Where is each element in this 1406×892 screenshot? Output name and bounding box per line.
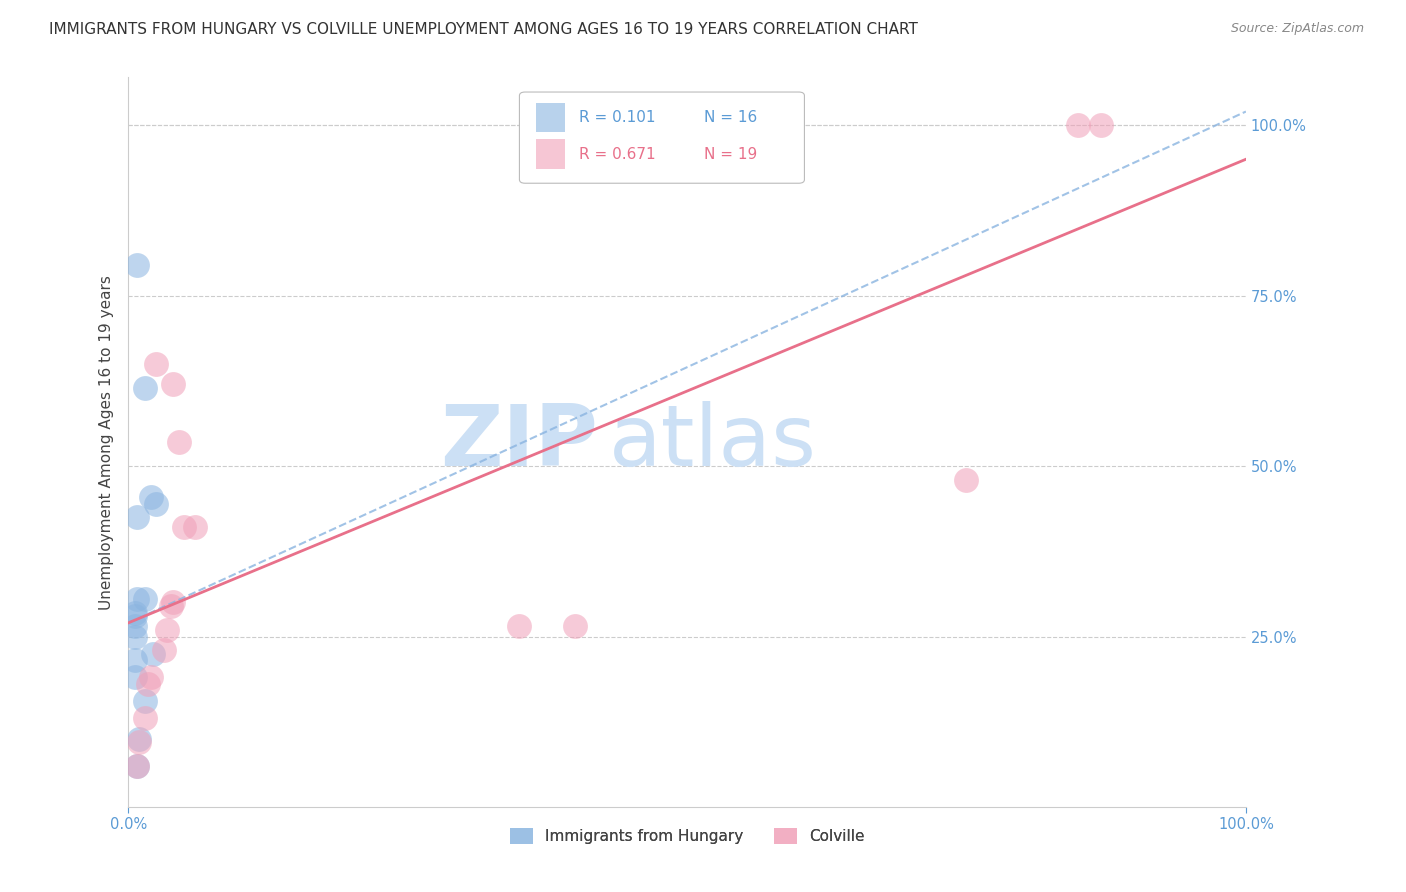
Point: [184, 520, 207, 534]
Point: [128, 731, 150, 746]
Point: [124, 606, 146, 620]
Point: [127, 759, 149, 773]
Point: [124, 630, 146, 644]
Point: [1067, 118, 1090, 132]
Text: R = 0.671: R = 0.671: [579, 146, 655, 161]
FancyBboxPatch shape: [536, 103, 565, 132]
Point: [145, 357, 167, 371]
Text: R = 0.101: R = 0.101: [579, 110, 655, 125]
Point: [173, 520, 195, 534]
Point: [145, 497, 167, 511]
Point: [955, 473, 977, 487]
Point: [124, 653, 146, 667]
Point: [508, 619, 530, 633]
Point: [1090, 118, 1112, 132]
Point: [127, 759, 149, 773]
Y-axis label: Unemployment Among Ages 16 to 19 years: Unemployment Among Ages 16 to 19 years: [100, 275, 114, 609]
Point: [128, 735, 150, 749]
Point: [124, 670, 146, 684]
FancyBboxPatch shape: [519, 92, 804, 183]
Point: [127, 510, 149, 524]
Point: [124, 609, 146, 624]
Point: [162, 377, 184, 392]
Point: [124, 619, 146, 633]
Text: Source: ZipAtlas.com: Source: ZipAtlas.com: [1230, 22, 1364, 36]
Point: [139, 670, 162, 684]
Point: [159, 599, 181, 613]
Text: ZIP: ZIP: [440, 401, 598, 483]
Point: [142, 647, 165, 661]
Legend: Immigrants from Hungary, Colville: Immigrants from Hungary, Colville: [503, 822, 870, 850]
Point: [167, 435, 190, 450]
Text: N = 16: N = 16: [704, 110, 756, 125]
Point: [162, 595, 184, 609]
Point: [139, 490, 162, 504]
Point: [156, 623, 179, 637]
Point: [127, 258, 149, 272]
Point: [134, 694, 156, 708]
Point: [153, 643, 176, 657]
Text: N = 19: N = 19: [704, 146, 756, 161]
Point: [134, 381, 156, 395]
Point: [564, 619, 586, 633]
FancyBboxPatch shape: [536, 139, 565, 169]
Point: [134, 711, 156, 725]
Text: atlas: atlas: [609, 401, 817, 483]
Point: [138, 677, 160, 691]
Point: [134, 592, 156, 607]
Point: [127, 592, 149, 607]
Text: IMMIGRANTS FROM HUNGARY VS COLVILLE UNEMPLOYMENT AMONG AGES 16 TO 19 YEARS CORRE: IMMIGRANTS FROM HUNGARY VS COLVILLE UNEM…: [49, 22, 918, 37]
